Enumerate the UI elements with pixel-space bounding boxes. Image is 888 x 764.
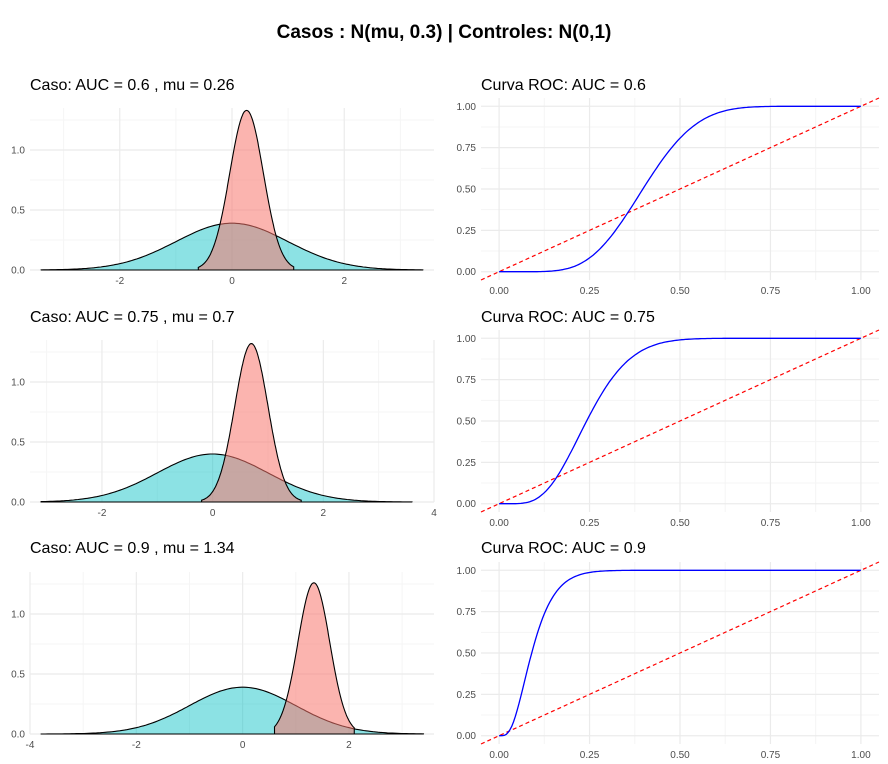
density-caso bbox=[197, 109, 295, 271]
x-tick-label: -2 bbox=[115, 276, 124, 287]
x-tick-label: 0.75 bbox=[761, 286, 781, 297]
density-caso bbox=[201, 343, 302, 503]
y-tick-label: 0.5 bbox=[11, 670, 25, 681]
y-tick-label: 0.50 bbox=[457, 649, 477, 660]
y-tick-label: 0.5 bbox=[11, 206, 25, 217]
panel-title: Caso: AUC = 0.9 , mu = 1.34 bbox=[30, 540, 235, 557]
panel-title: Caso: AUC = 0.6 , mu = 0.26 bbox=[30, 77, 235, 94]
x-tick-label: 0.00 bbox=[489, 518, 509, 529]
panel-5: Caso: AUC = 0.9 , mu = 1.34 -4 -2 0 2 0.0 0.5 1… bbox=[11, 540, 434, 751]
panel-4: Curva ROC: AUC = 0.75 0.00 0.25 0.50 0.75 1.0… bbox=[457, 309, 880, 529]
y-tick-label: 0.00 bbox=[457, 499, 477, 510]
figure-title: Casos : N(mu, 0.3) | Controles: N(0,1) bbox=[276, 22, 612, 43]
y-tick-label: 0.75 bbox=[457, 607, 477, 618]
y-tick-label: 1.00 bbox=[457, 334, 477, 345]
x-tick-label: 0.25 bbox=[580, 518, 600, 529]
roc-curve bbox=[499, 569, 861, 737]
y-tick-label: 0.75 bbox=[457, 375, 477, 386]
x-tick-label: 0.75 bbox=[761, 750, 781, 761]
y-tick-label: 0.00 bbox=[457, 267, 477, 278]
roc-curve bbox=[499, 337, 861, 505]
roc-curve bbox=[499, 105, 861, 273]
x-tick-label: 0 bbox=[229, 276, 235, 287]
y-tick-label: 0.0 bbox=[11, 730, 25, 741]
y-tick-label: 1.0 bbox=[11, 146, 25, 157]
y-tick-label: 0.50 bbox=[457, 417, 477, 428]
x-tick-label: 4 bbox=[431, 508, 437, 519]
y-tick-label: 0.0 bbox=[11, 266, 25, 277]
panel-3: Caso: AUC = 0.75 , mu = 0.7 -2 0 2 4 0.0 0.5 1.… bbox=[11, 309, 437, 519]
y-tick-label: 0.50 bbox=[457, 185, 477, 196]
diagonal-line bbox=[480, 561, 880, 745]
y-tick-label: 0.5 bbox=[11, 438, 25, 449]
panel-title: Curva ROC: AUC = 0.6 bbox=[481, 77, 646, 94]
x-tick-label: 2 bbox=[321, 508, 327, 519]
diagonal-line bbox=[480, 329, 880, 513]
y-tick-label: 0.25 bbox=[457, 226, 477, 237]
x-tick-label: 0 bbox=[210, 508, 216, 519]
y-tick-label: 0.0 bbox=[11, 498, 25, 509]
x-tick-label: -4 bbox=[26, 740, 35, 751]
y-tick-label: 1.00 bbox=[457, 102, 477, 113]
y-tick-label: 0.25 bbox=[457, 458, 477, 469]
y-tick-label: 1.0 bbox=[11, 610, 25, 621]
x-tick-label: 0.50 bbox=[670, 286, 690, 297]
x-tick-label: 0.00 bbox=[489, 750, 509, 761]
x-tick-label: 0.25 bbox=[580, 750, 600, 761]
panel-6: Curva ROC: AUC = 0.9 0.00 0.25 0.50 0.75 1.00… bbox=[457, 540, 880, 761]
x-tick-label: -2 bbox=[97, 508, 106, 519]
y-tick-label: 0.75 bbox=[457, 143, 477, 154]
x-tick-label: 0.25 bbox=[580, 286, 600, 297]
x-tick-label: 2 bbox=[341, 276, 347, 287]
panel-2: Curva ROC: AUC = 0.6 0.00 0.25 0.50 0.75 1.00… bbox=[457, 77, 880, 297]
x-tick-label: 1.00 bbox=[851, 518, 871, 529]
panel-1: Caso: AUC = 0.6 , mu = 0.26 -2 0 2 0.0 0.5 1.0 bbox=[11, 77, 434, 287]
density-control bbox=[40, 686, 425, 735]
y-tick-label: 0.25 bbox=[457, 690, 477, 701]
y-tick-label: 1.0 bbox=[11, 378, 25, 389]
x-tick-label: 0.50 bbox=[670, 750, 690, 761]
x-tick-label: 0.00 bbox=[489, 286, 509, 297]
density-caso bbox=[273, 582, 355, 735]
x-tick-label: 0.50 bbox=[670, 518, 690, 529]
panel-title: Caso: AUC = 0.75 , mu = 0.7 bbox=[30, 309, 235, 326]
y-tick-label: 0.00 bbox=[457, 731, 477, 742]
panel-title: Curva ROC: AUC = 0.9 bbox=[481, 540, 646, 557]
x-tick-label: 2 bbox=[346, 740, 352, 751]
y-tick-label: 1.00 bbox=[457, 566, 477, 577]
x-tick-label: 0.75 bbox=[761, 518, 781, 529]
x-tick-label: 0 bbox=[240, 740, 246, 751]
panel-title: Curva ROC: AUC = 0.75 bbox=[481, 309, 655, 326]
x-tick-label: -2 bbox=[132, 740, 141, 751]
diagonal-line bbox=[480, 97, 880, 281]
x-tick-label: 1.00 bbox=[851, 286, 871, 297]
x-tick-label: 1.00 bbox=[851, 750, 871, 761]
